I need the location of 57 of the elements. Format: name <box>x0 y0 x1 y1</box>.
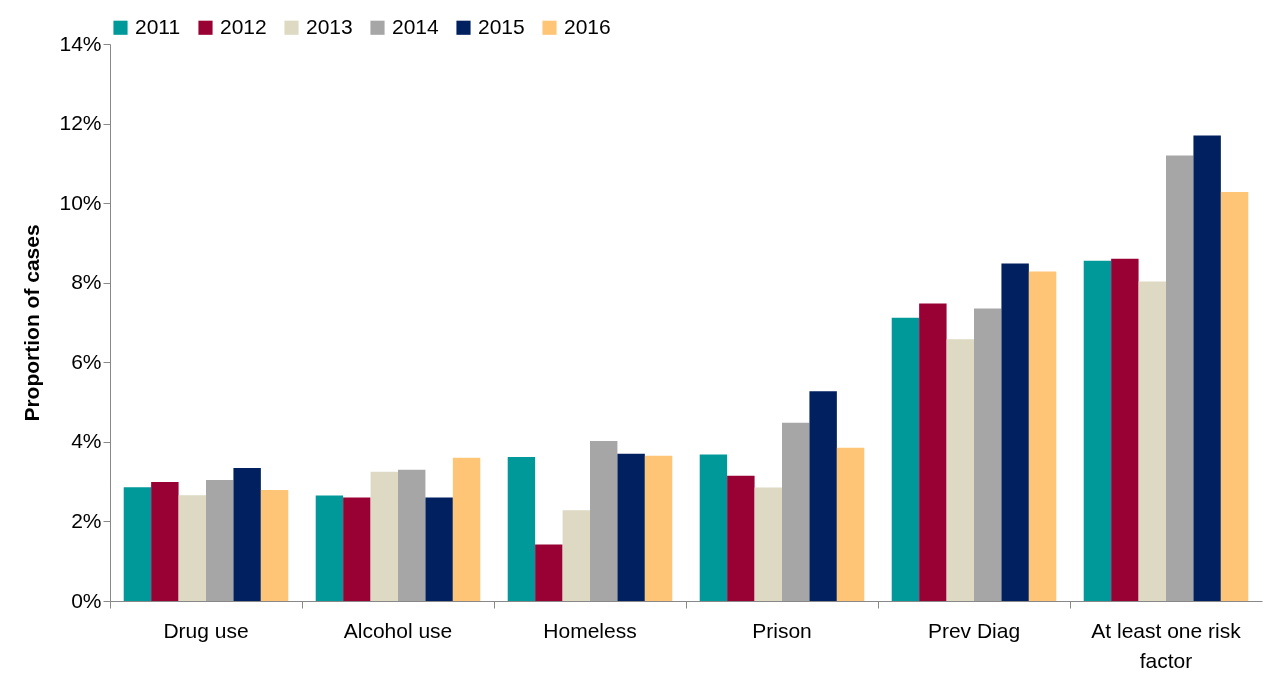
legend-label: 2014 <box>392 14 440 38</box>
bar <box>233 468 261 601</box>
bar <box>1193 135 1221 601</box>
bar <box>1111 258 1139 601</box>
y-tick-label: 8% <box>71 270 102 294</box>
legend-label: 2015 <box>478 14 525 38</box>
y-tick-label: 6% <box>71 349 102 373</box>
y-tick-label: 10% <box>59 190 102 214</box>
bar <box>590 441 618 601</box>
bar <box>809 391 837 601</box>
bar <box>1138 281 1166 601</box>
bar <box>1166 155 1194 601</box>
y-tick-label: 12% <box>59 111 102 135</box>
bar <box>206 480 234 601</box>
bar <box>1028 271 1057 601</box>
legend-label: 2013 <box>306 14 353 38</box>
bar <box>507 456 536 601</box>
x-tick-label: Prison <box>752 618 812 642</box>
bar <box>343 497 371 601</box>
bar <box>617 453 645 601</box>
bar <box>535 544 563 601</box>
bar <box>644 455 673 601</box>
legend-label: 2011 <box>135 14 181 38</box>
bar <box>260 490 289 601</box>
y-axis-title: Proportion of cases <box>20 224 44 422</box>
bar <box>782 422 810 601</box>
bar <box>178 495 206 601</box>
bar <box>754 487 782 601</box>
legend-label: 2016 <box>564 14 611 38</box>
bar <box>370 471 398 601</box>
x-tick-label: At least one risk factor <box>1091 618 1242 672</box>
bar <box>919 303 947 601</box>
bar <box>315 495 344 601</box>
x-tick-label: Alcohol use <box>343 618 453 642</box>
bar <box>727 475 755 601</box>
bar <box>699 454 728 601</box>
bar <box>452 457 481 601</box>
bar <box>946 339 974 601</box>
bar <box>1083 260 1112 601</box>
x-tick-label: Drug use <box>163 618 249 642</box>
y-tick-label: 2% <box>71 508 102 532</box>
bar <box>562 510 590 601</box>
bar <box>1220 192 1249 601</box>
bar <box>123 487 152 601</box>
bar <box>974 308 1002 601</box>
bar <box>836 447 865 601</box>
y-tick-label: 0% <box>71 588 102 612</box>
bar <box>151 482 179 601</box>
bar <box>1001 263 1029 601</box>
bar <box>398 469 426 601</box>
y-tick-label: 14% <box>59 31 102 55</box>
legend-label: 2012 <box>220 14 267 38</box>
y-tick-label: 4% <box>71 429 102 453</box>
x-tick-label: Homeless <box>543 618 637 642</box>
bar <box>425 497 453 601</box>
bar <box>891 317 920 601</box>
x-tick-label: Prev Diag <box>927 618 1021 642</box>
